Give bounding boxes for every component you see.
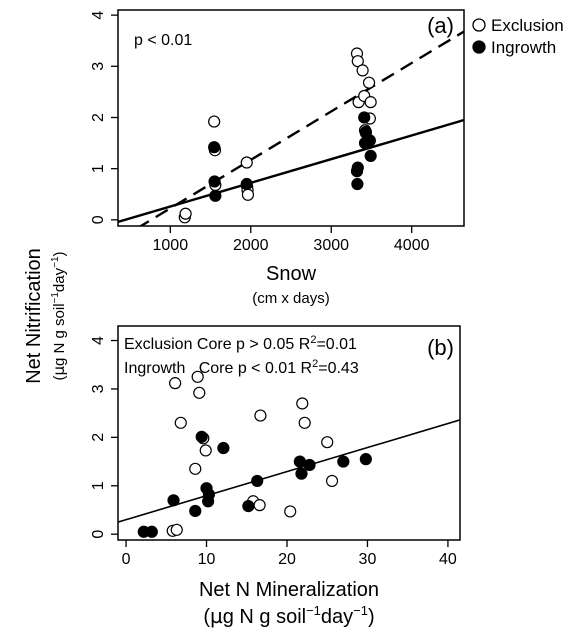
panel-a-y-tick-label: 1 xyxy=(90,164,107,173)
panel-b-point-exclusion xyxy=(199,444,212,457)
panel-b-point-exclusion xyxy=(284,505,297,518)
panel-b-point-ingrowth xyxy=(359,453,372,466)
panel-b-point-ingrowth xyxy=(167,494,180,507)
panel-b: 0 10 20 30 40 0 1 2 3 4 (b) Exclusion Core p > 0… xyxy=(90,325,461,628)
panel-a-y-tick-label: 4 xyxy=(90,11,107,20)
panel-b-point-ingrowth xyxy=(145,525,158,538)
panel-b-annotation-ingrowth: Ingrowth Core p < 0.01 R2=0.43 xyxy=(124,358,359,377)
panel-a-annotation: p < 0.01 xyxy=(134,32,192,49)
panel-b-x-tick-label: 20 xyxy=(278,551,296,568)
panel-a-point-ingrowth xyxy=(358,111,371,124)
panel-b-x-tick-label: 30 xyxy=(359,551,377,568)
panel-b-point-exclusion xyxy=(189,462,202,475)
panel-a-points xyxy=(178,47,377,224)
panel-a-point-ingrowth xyxy=(209,189,222,202)
panel-a-y-tick-label: 2 xyxy=(90,113,107,122)
legend: Exclusion Ingrowth xyxy=(472,16,564,57)
y-axis-title-group: Net Nitrification (µg N g soil−1day−1) xyxy=(23,248,68,384)
panel-b-y-tick-label: 3 xyxy=(90,384,107,393)
panel-a-label: (a) xyxy=(427,13,454,38)
panel-b-point-ingrowth xyxy=(195,430,208,443)
panel-a-point-ingrowth xyxy=(208,175,221,188)
panel-a-y-tick-label: 3 xyxy=(90,62,107,71)
panel-b-point-exclusion xyxy=(170,523,183,536)
panel-a-x-tick-label: 4000 xyxy=(394,237,430,254)
panel-b-label: (b) xyxy=(427,335,454,360)
panel-b-x-tick-label: 0 xyxy=(122,551,131,568)
legend-ingrowth-label: Ingrowth xyxy=(491,38,556,57)
panel-b-point-ingrowth xyxy=(189,504,202,518)
panel-a-point-ingrowth xyxy=(208,141,221,154)
panel-b-x-tick-label: 10 xyxy=(198,551,216,568)
legend-ingrowth-marker xyxy=(472,40,486,54)
panel-b-point-ingrowth xyxy=(202,488,216,501)
panel-a-point-exclusion xyxy=(179,207,192,220)
panel-b-point-exclusion xyxy=(174,416,187,429)
legend-exclusion-marker xyxy=(472,18,486,32)
panel-a-point-exclusion xyxy=(240,156,253,169)
panel-b-point-exclusion xyxy=(253,499,266,512)
panel-b-point-ingrowth xyxy=(337,455,350,468)
panel-b-point-exclusion xyxy=(254,409,267,422)
panel-b-point-exclusion xyxy=(298,416,311,429)
panel-a-point-ingrowth xyxy=(351,161,364,174)
panel-b-x-tick-label: 40 xyxy=(439,551,457,568)
panel-b-point-ingrowth xyxy=(217,441,230,455)
panel-b-x-ticks: 0 10 20 30 40 xyxy=(122,540,457,568)
panel-b-point-ingrowth xyxy=(295,467,308,480)
panel-b-y-tick-label: 4 xyxy=(90,336,107,345)
panel-b-point-exclusion xyxy=(296,397,309,410)
panel-a-point-exclusion xyxy=(356,64,369,77)
panel-b-x-axis-subtitle: (µg N g soil−1day−1) xyxy=(203,603,374,628)
panel-b-point-ingrowth xyxy=(251,474,264,488)
panel-a-fit-lines xyxy=(118,30,464,226)
panel-b-annotation-exclusion: Exclusion Core p > 0.05 R2=0.01 xyxy=(124,334,357,353)
panel-b-point-exclusion xyxy=(325,474,339,488)
panel-b-point-exclusion xyxy=(321,436,334,449)
panel-a-point-exclusion xyxy=(362,76,376,89)
panel-a-point-ingrowth xyxy=(364,149,377,162)
panel-b-frame xyxy=(117,325,461,541)
panel-a-y-tick-label: 0 xyxy=(90,215,107,224)
panel-a-point-exclusion xyxy=(241,188,255,201)
panel-a: 1000 2000 3000 4000 0 1 2 3 4 (a) p < 0.01 Snow… xyxy=(90,9,465,307)
panel-b-y-tick-label: 2 xyxy=(90,433,107,442)
panel-a-fit-line-ingrowth xyxy=(118,118,464,224)
panel-b-y-ticks: 0 1 2 3 4 xyxy=(90,336,118,539)
panel-a-x-tick-label: 3000 xyxy=(313,237,349,254)
panel-a-x-axis-title: Snow xyxy=(266,263,317,285)
panel-b-y-tick-label: 0 xyxy=(90,530,107,539)
panel-a-x-ticks: 1000 2000 3000 4000 xyxy=(153,226,430,254)
panel-a-point-exclusion xyxy=(208,115,221,128)
panel-a-y-ticks: 0 1 2 3 4 xyxy=(90,11,118,224)
panel-a-x-tick-label: 1000 xyxy=(153,237,189,254)
panel-b-point-exclusion xyxy=(193,386,206,399)
panel-b-point-ingrowth xyxy=(303,458,316,472)
panel-a-point-exclusion xyxy=(364,96,377,109)
panel-a-point-ingrowth xyxy=(363,134,376,147)
panel-a-point-ingrowth xyxy=(351,177,364,191)
panel-b-point-ingrowth xyxy=(242,500,255,513)
panel-b-point-exclusion xyxy=(191,370,204,383)
panel-a-point-ingrowth xyxy=(240,177,253,191)
panel-b-y-tick-label: 1 xyxy=(90,481,107,490)
panel-b-x-axis-title: Net N Mineralization xyxy=(199,579,379,601)
panel-a-x-tick-label: 2000 xyxy=(233,237,269,254)
legend-exclusion-label: Exclusion xyxy=(491,16,564,35)
y-axis-title: Net Nitrification xyxy=(23,248,45,384)
y-axis-subtitle: (µg N g soil−1day−1) xyxy=(50,251,68,380)
panel-a-x-axis-subtitle: (cm x days) xyxy=(252,290,330,307)
panel-b-points xyxy=(137,370,372,538)
panel-b-point-exclusion xyxy=(169,377,182,390)
